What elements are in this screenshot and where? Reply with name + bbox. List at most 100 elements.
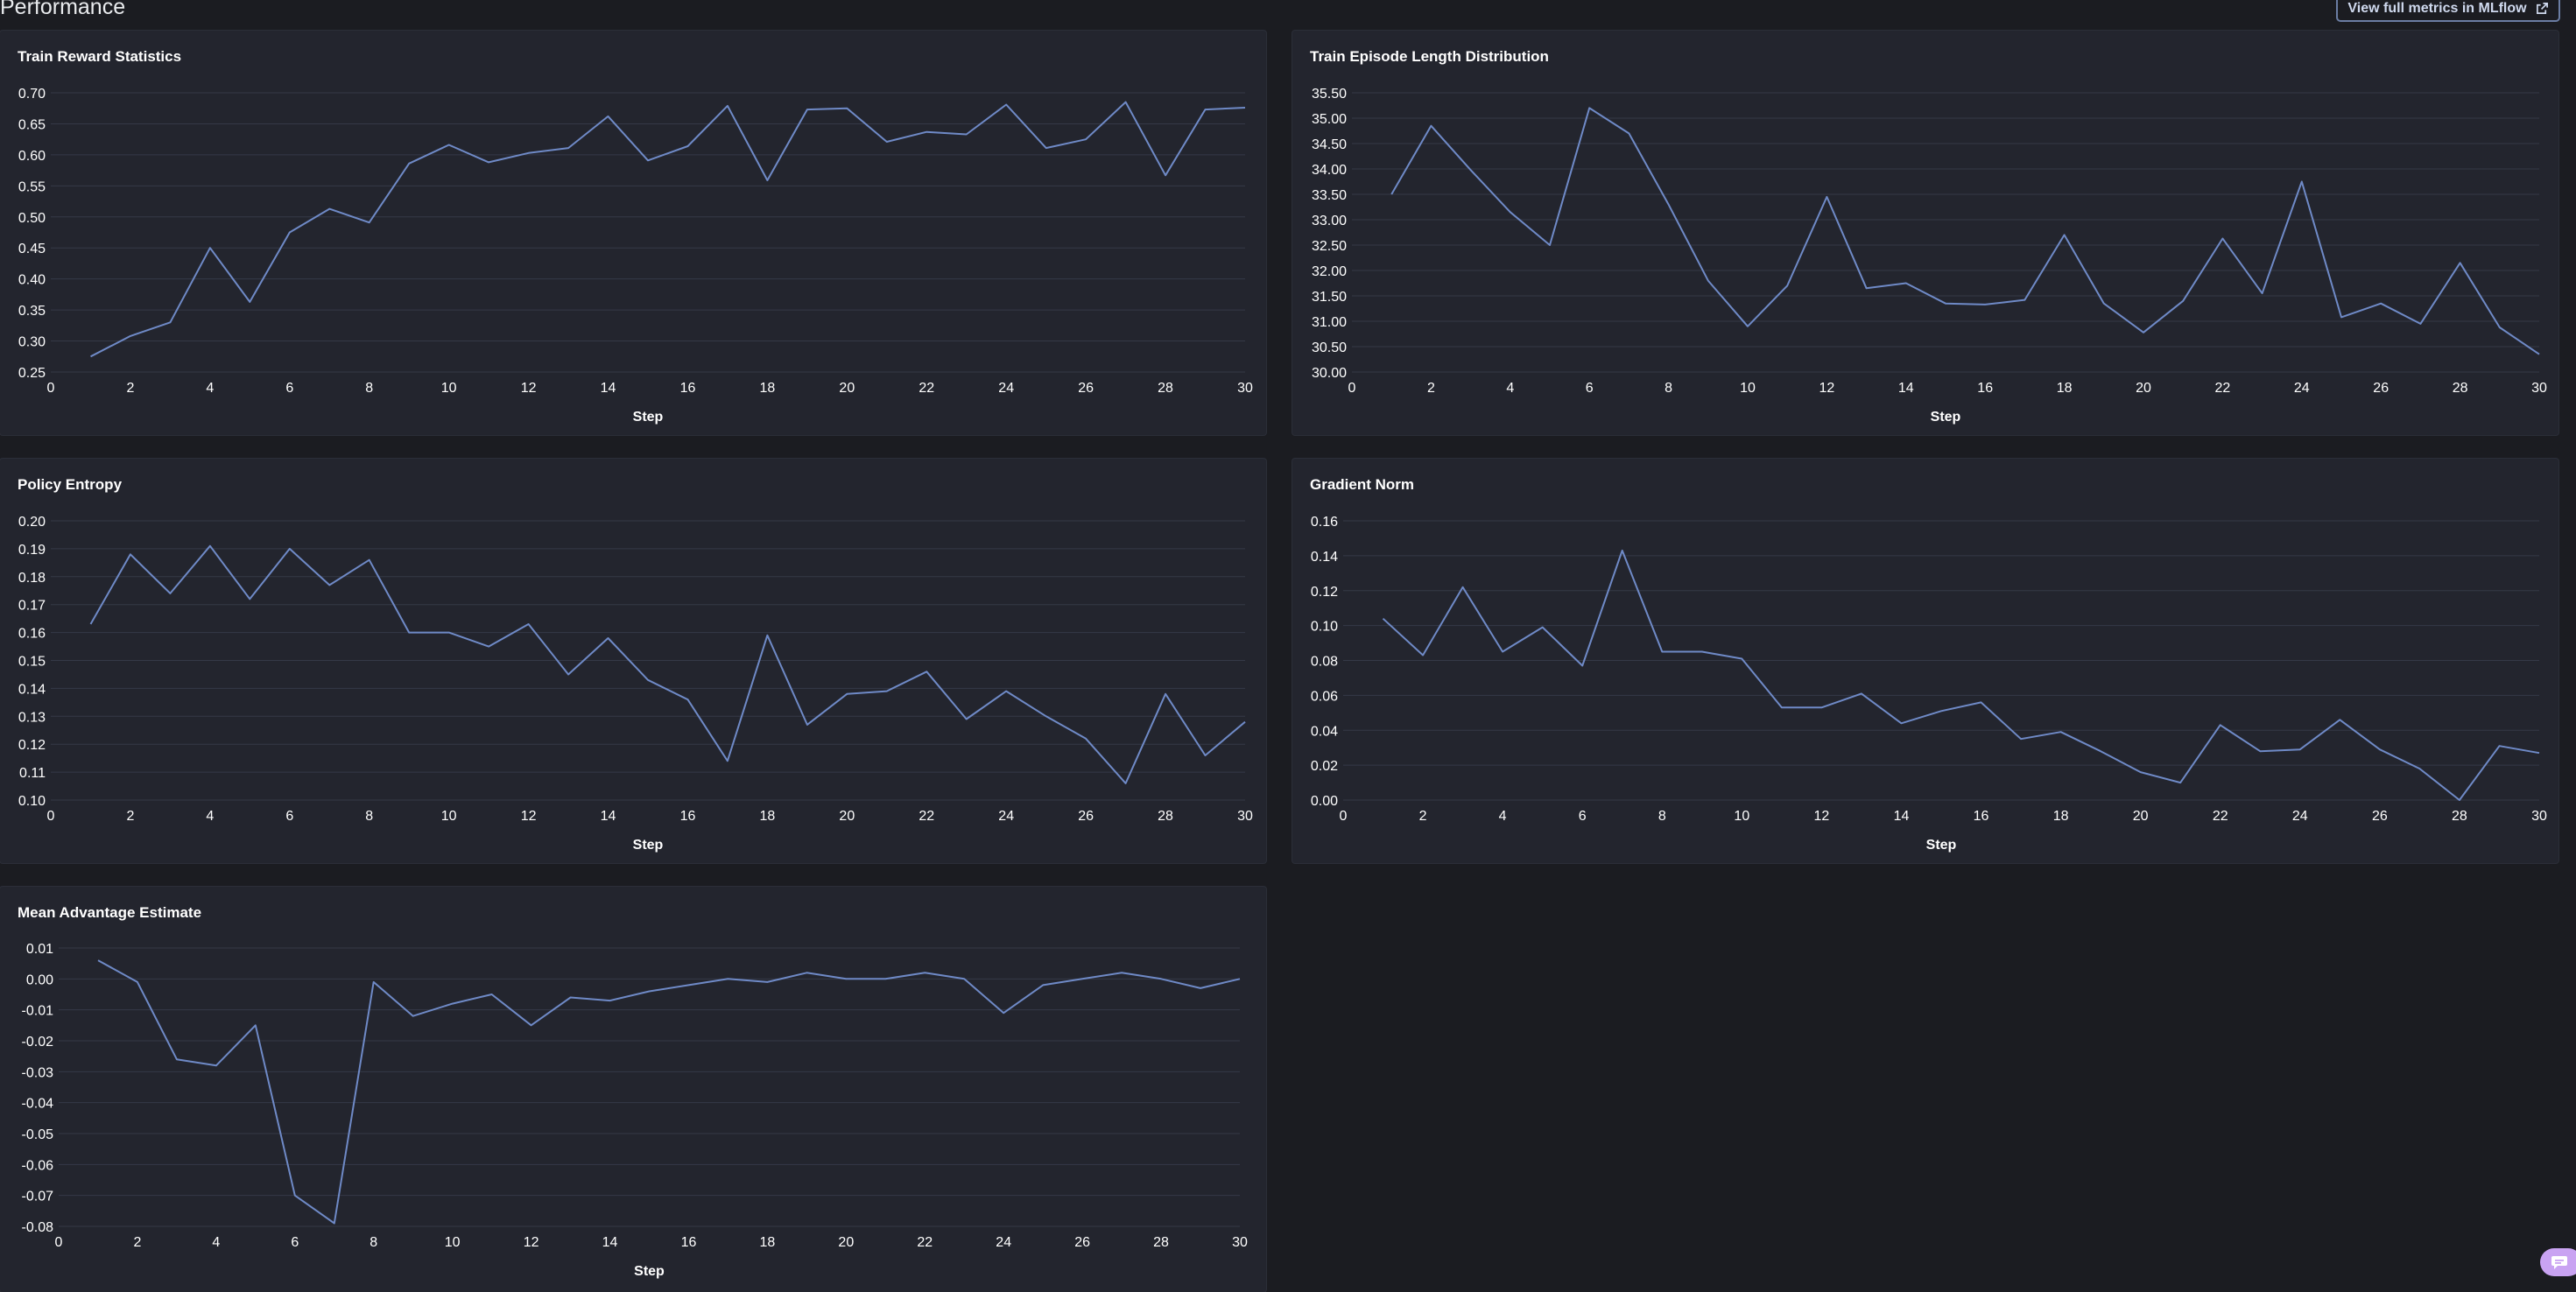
mean-advantage-chart: -0.08 -0.07 -0.06 -0.05 -0.04 -0.03 -0.02 -0.01… — [22, 942, 1248, 1279]
x-tick-label: 4 — [206, 809, 214, 824]
y-tick-label: -0.07 — [22, 1190, 54, 1204]
x-tick-label: 18 — [760, 809, 776, 824]
x-tick-label: 20 — [839, 809, 855, 824]
y-tick-label: 0.11 — [19, 766, 46, 781]
y-tick-label: 0.16 — [1311, 515, 1338, 530]
episode-length-chart: 30.00 30.50 31.00 31.50 32.00 32.50 33.00 33.50… — [1312, 87, 2547, 425]
x-axis-title: Step — [633, 410, 664, 425]
y-tick-label: 0.01 — [26, 942, 53, 957]
x-tick-label: 0 — [1348, 381, 1356, 396]
chat-bubble-icon — [2551, 1256, 2567, 1269]
x-tick-label: 24 — [998, 809, 1014, 824]
x-tick-label: 10 — [1734, 809, 1749, 824]
x-tick-label: 2 — [126, 381, 134, 396]
y-tick-label: 0.65 — [18, 117, 46, 132]
page-title: Performance — [0, 0, 126, 19]
x-tick-label: 8 — [365, 809, 373, 824]
x-tick-label: 30 — [2531, 809, 2547, 824]
x-tick-label: 6 — [285, 809, 293, 824]
chart-panel-episode-length: Train Episode Length Distribution 30.00 3… — [1292, 31, 2558, 435]
x-tick-label: 0 — [55, 1235, 63, 1250]
x-tick-label: 2 — [126, 809, 134, 824]
x-tick-label: 8 — [370, 1235, 377, 1250]
x-tick-label: 6 — [1586, 381, 1594, 396]
chart-panel-train-reward: Train Reward Statistics 0.25 0.30 0.35 0.40… — [0, 31, 1266, 435]
x-tick-label: 14 — [602, 1235, 618, 1250]
x-tick-label: 18 — [760, 1235, 776, 1250]
chart-title: Mean Advantage Estimate — [18, 904, 202, 921]
y-tick-label: 31.00 — [1312, 315, 1347, 330]
x-tick-label: 10 — [441, 381, 457, 396]
x-tick-label: 12 — [524, 1235, 539, 1250]
x-tick-label: 4 — [1506, 381, 1514, 396]
y-tick-label: -0.04 — [22, 1097, 54, 1112]
x-tick-label: 4 — [212, 1235, 220, 1250]
x-tick-label: 16 — [681, 1235, 697, 1250]
y-tick-label: 34.00 — [1312, 163, 1347, 178]
chart-title: Train Episode Length Distribution — [1310, 48, 1549, 65]
x-tick-label: 16 — [680, 381, 696, 396]
y-tick-label: 0.17 — [18, 599, 46, 614]
y-tick-label: 0.25 — [18, 366, 46, 381]
view-mlflow-button[interactable]: View full metrics in MLflow — [2336, 0, 2560, 22]
y-tick-label: 32.00 — [1312, 264, 1347, 279]
chart-title: Gradient Norm — [1310, 476, 1415, 493]
series-line — [97, 959, 1241, 1225]
y-tick-label: 34.50 — [1312, 137, 1347, 152]
x-tick-label: 4 — [206, 381, 214, 396]
y-tick-label: 0.50 — [18, 211, 46, 226]
series-line — [1382, 549, 2540, 801]
x-tick-label: 24 — [2294, 381, 2310, 396]
y-tick-label: 0.14 — [18, 682, 46, 697]
y-tick-label: 0.02 — [1311, 759, 1338, 774]
x-axis-title: Step — [634, 1264, 665, 1279]
x-tick-label: 22 — [918, 381, 934, 396]
y-tick-label: 0.12 — [18, 738, 46, 753]
y-tick-label: -0.01 — [22, 1004, 54, 1019]
x-axis-title: Step — [1926, 838, 1957, 853]
y-tick-label: -0.02 — [22, 1035, 54, 1050]
y-tick-label: 0.60 — [18, 149, 46, 164]
y-tick-label: 0.04 — [1311, 724, 1338, 739]
x-tick-label: 12 — [521, 381, 537, 396]
x-tick-label: 6 — [285, 381, 293, 396]
x-tick-label: 2 — [1427, 381, 1435, 396]
x-tick-label: 22 — [917, 1235, 933, 1250]
x-tick-label: 20 — [2136, 381, 2151, 396]
x-tick-label: 22 — [918, 809, 934, 824]
x-tick-label: 16 — [680, 809, 696, 824]
y-tick-label: 31.50 — [1312, 290, 1347, 305]
x-tick-label: 30 — [1232, 1235, 1248, 1250]
x-tick-label: 2 — [133, 1235, 141, 1250]
y-tick-label: -0.06 — [22, 1158, 54, 1173]
y-tick-label: 0.20 — [18, 515, 46, 530]
x-tick-label: 26 — [2373, 381, 2389, 396]
policy-entropy-chart: 0.10 0.11 0.12 0.13 0.14 0.15 0.16 0.17 0.18 0.19… — [18, 515, 1253, 853]
x-tick-label: 6 — [1579, 809, 1587, 824]
y-tick-label: 30.00 — [1312, 366, 1347, 381]
y-tick-label: 0.18 — [18, 571, 46, 586]
chart-panel-gradient-norm: Gradient Norm 0.00 0.02 0.04 0.06 0.08 0.10 0.… — [1292, 459, 2558, 863]
y-tick-label: 0.30 — [18, 335, 46, 350]
y-tick-label: 0.14 — [1311, 550, 1338, 565]
x-tick-label: 24 — [998, 381, 1014, 396]
y-tick-label: 0.19 — [18, 543, 46, 558]
y-tick-label: 32.50 — [1312, 239, 1347, 254]
y-tick-label: 0.06 — [1311, 689, 1338, 704]
x-tick-label: 16 — [1974, 809, 1989, 824]
x-tick-label: 22 — [2213, 809, 2228, 824]
x-tick-label: 6 — [291, 1235, 299, 1250]
x-tick-label: 14 — [1898, 381, 1914, 396]
x-tick-label: 26 — [1078, 381, 1094, 396]
x-tick-label: 28 — [1153, 1235, 1169, 1250]
x-tick-label: 8 — [1665, 381, 1672, 396]
chat-button[interactable] — [2540, 1248, 2576, 1276]
x-tick-label: 28 — [1158, 809, 1173, 824]
x-tick-label: 14 — [601, 381, 616, 396]
y-tick-label: 0.45 — [18, 242, 46, 256]
y-tick-label: 0.16 — [18, 627, 46, 642]
view-mlflow-label: View full metrics in MLflow — [2347, 0, 2527, 16]
x-tick-label: 28 — [1158, 381, 1173, 396]
y-tick-label: 0.00 — [26, 973, 53, 987]
x-tick-label: 12 — [1819, 381, 1835, 396]
